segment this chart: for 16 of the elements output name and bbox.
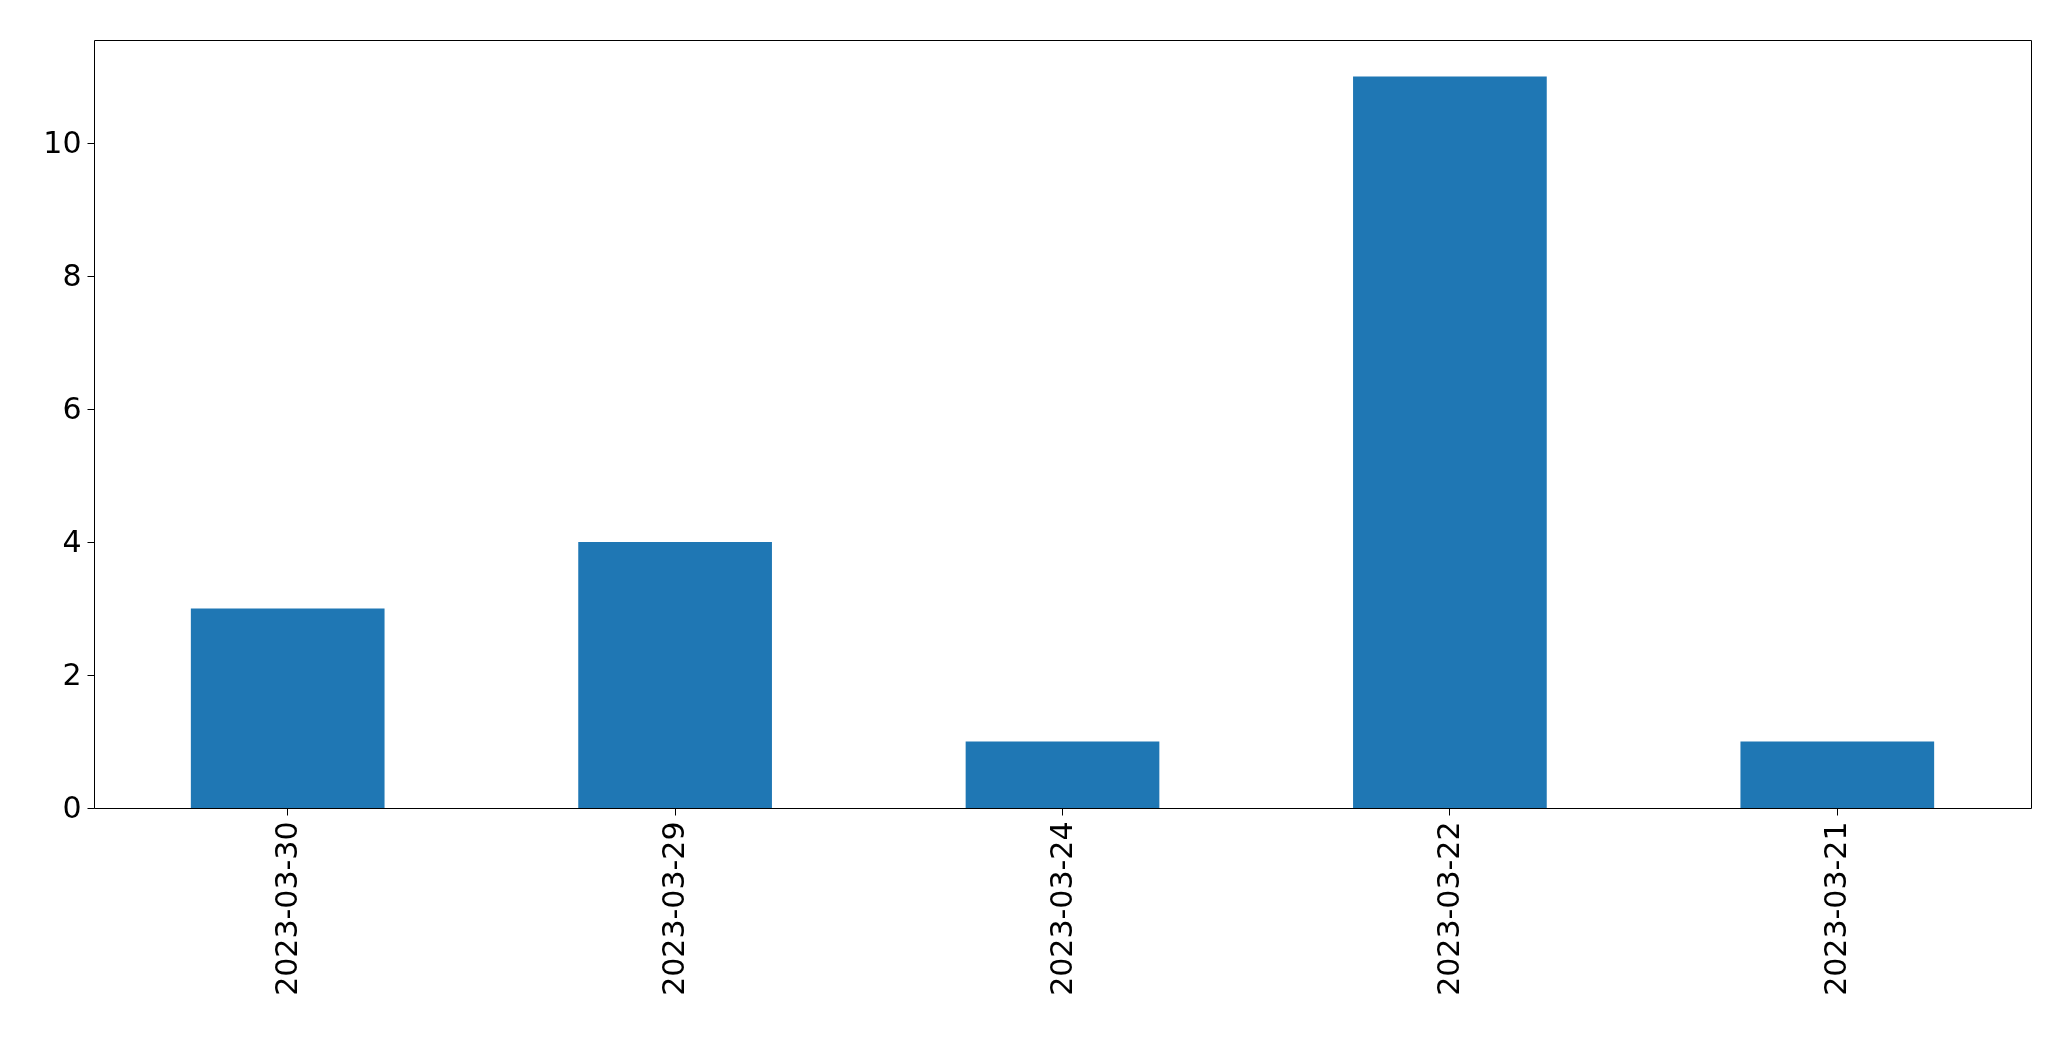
bar	[1353, 76, 1547, 808]
x-tick-label: 2023-03-21	[1818, 821, 1854, 996]
y-tick-label: 0	[62, 789, 82, 825]
x-tick-label: 2023-03-22	[1430, 821, 1466, 996]
x-tick-label: 2023-03-29	[656, 821, 692, 996]
y-tick-label: 2	[62, 656, 82, 692]
bar	[1740, 741, 1935, 808]
bar	[965, 741, 1160, 808]
bar	[578, 542, 772, 808]
y-tick-label: 8	[62, 257, 82, 293]
x-tick-label: 2023-03-24	[1043, 821, 1079, 996]
y-tick-label: 4	[62, 523, 82, 559]
bar	[190, 608, 385, 808]
y-tick-label: 10	[43, 124, 82, 160]
x-tick-label: 2023-03-30	[268, 821, 304, 996]
y-tick-label: 6	[62, 390, 82, 426]
